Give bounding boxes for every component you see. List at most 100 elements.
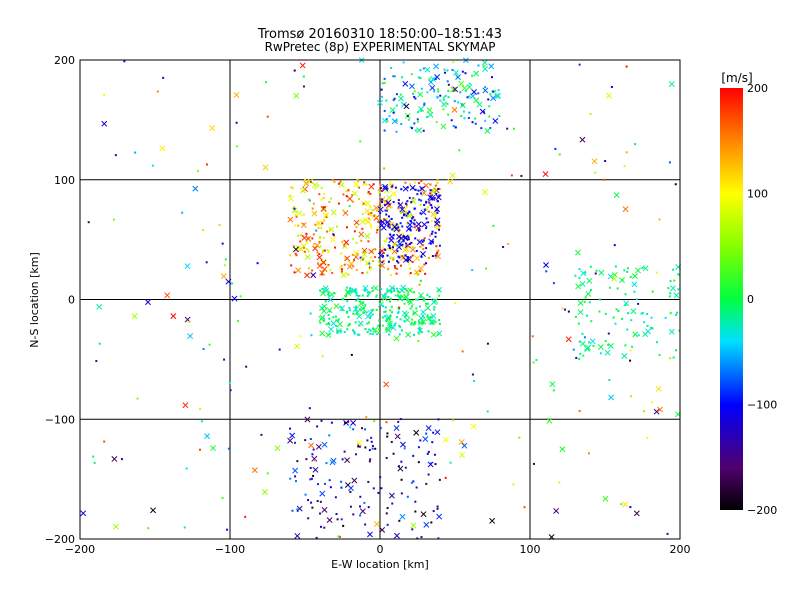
- meteor-marker: [407, 221, 413, 228]
- data-point: [335, 225, 338, 228]
- data-point: [623, 269, 626, 272]
- y-axis-ticks: −200 −100 0 100 200: [45, 54, 75, 546]
- data-point: [335, 319, 338, 322]
- data-point: [395, 119, 398, 122]
- data-point: [626, 328, 629, 331]
- meteor-marker: [606, 92, 612, 99]
- data-point: [416, 118, 419, 121]
- data-point: [408, 273, 411, 276]
- data-point: [412, 480, 415, 483]
- y-tick-label: 100: [54, 174, 75, 187]
- data-point: [370, 224, 373, 227]
- data-point: [410, 481, 413, 484]
- data-point: [387, 296, 390, 299]
- data-point: [202, 347, 205, 350]
- data-point: [360, 259, 363, 262]
- meteor-marker: [328, 226, 335, 233]
- data-point: [366, 271, 369, 274]
- data-point: [672, 356, 675, 359]
- meteor-marker: [602, 495, 609, 502]
- data-point: [587, 341, 590, 344]
- data-point: [450, 119, 453, 122]
- data-point: [403, 447, 406, 450]
- meteor-marker: [262, 164, 269, 171]
- data-point: [306, 248, 309, 251]
- meteor-marker: [315, 443, 322, 450]
- data-point: [447, 113, 450, 116]
- data-point: [411, 245, 414, 248]
- data-point: [518, 436, 521, 439]
- meteor-marker: [389, 284, 396, 291]
- data-point: [446, 102, 449, 105]
- data-point: [454, 302, 457, 305]
- data-point: [410, 220, 413, 223]
- data-point: [471, 373, 474, 376]
- data-point: [309, 466, 312, 469]
- meteor-marker: [470, 423, 477, 430]
- data-point: [578, 340, 581, 343]
- data-point: [309, 478, 312, 481]
- data-point: [436, 507, 439, 510]
- meteor-marker: [393, 425, 400, 432]
- meteor-marker: [433, 63, 440, 70]
- meteor-marker: [312, 182, 319, 188]
- meteor-marker: [471, 88, 478, 95]
- data-point: [602, 178, 605, 181]
- meteor-marker: [344, 255, 351, 262]
- data-point: [357, 297, 360, 300]
- data-point: [341, 240, 344, 243]
- data-point: [439, 99, 442, 102]
- data-point: [398, 229, 401, 232]
- data-point: [355, 453, 358, 456]
- data-point: [417, 76, 420, 79]
- data-point: [302, 246, 305, 249]
- meteor-marker: [408, 83, 415, 90]
- data-point: [418, 238, 421, 241]
- data-point: [352, 237, 355, 240]
- meteor-marker: [386, 320, 393, 327]
- data-point: [356, 185, 359, 188]
- meteor-marker: [484, 127, 491, 134]
- data-point: [418, 326, 421, 329]
- meteor-marker: [410, 522, 417, 529]
- data-point: [497, 89, 500, 92]
- data-point: [369, 266, 372, 269]
- chart-subtitle: RwPretec (8p) EXPERIMENTAL SKYMAP: [265, 40, 496, 54]
- data-point: [432, 431, 435, 434]
- data-point: [87, 221, 90, 224]
- meteor-marker: [310, 272, 317, 279]
- data-point: [372, 327, 375, 330]
- data-point: [394, 322, 397, 325]
- data-point: [378, 191, 381, 194]
- data-point: [411, 217, 414, 220]
- data-point: [425, 302, 428, 305]
- data-point: [359, 300, 362, 303]
- data-point: [379, 199, 382, 202]
- data-point: [430, 316, 433, 319]
- data-point: [668, 161, 671, 164]
- data-point: [429, 183, 432, 186]
- meteor-marker: [319, 330, 326, 337]
- data-point: [322, 236, 325, 239]
- data-point: [317, 184, 320, 187]
- meteor-marker: [574, 249, 581, 256]
- data-point: [410, 214, 413, 217]
- data-point: [334, 246, 337, 249]
- data-point: [376, 226, 379, 229]
- data-point: [411, 254, 414, 257]
- data-point: [502, 245, 505, 248]
- data-point: [371, 313, 374, 316]
- data-point: [664, 316, 667, 319]
- data-point: [447, 83, 450, 86]
- data-point: [265, 81, 268, 84]
- data-point: [427, 221, 430, 224]
- data-point: [208, 343, 211, 346]
- data-point: [384, 209, 387, 212]
- meteor-marker: [459, 102, 466, 109]
- data-point: [355, 294, 358, 297]
- data-point: [368, 449, 371, 452]
- meteor-marker: [473, 70, 480, 77]
- data-point: [604, 312, 607, 315]
- data-point: [307, 198, 310, 201]
